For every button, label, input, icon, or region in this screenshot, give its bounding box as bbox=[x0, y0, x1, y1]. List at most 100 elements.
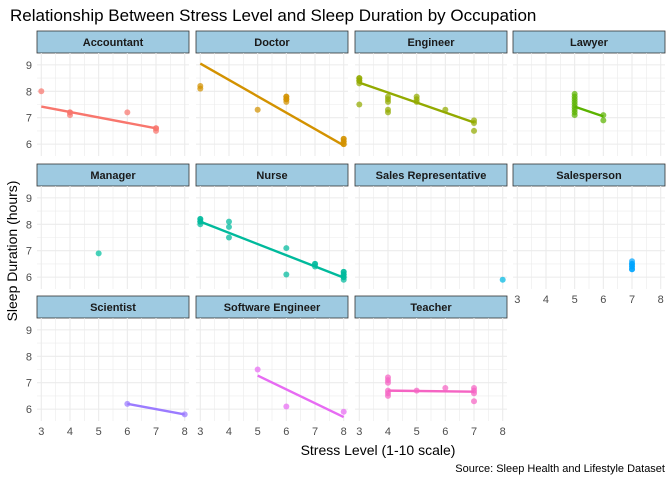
x-tick-label: 6 bbox=[124, 426, 130, 438]
facet-strip-label: Salesperson bbox=[556, 170, 622, 182]
x-tick-label: 3 bbox=[38, 426, 44, 438]
data-point bbox=[225, 223, 232, 230]
y-tick-label: 9 bbox=[26, 60, 32, 72]
x-tick-label: 7 bbox=[629, 294, 635, 306]
x-tick-label: 8 bbox=[341, 426, 347, 438]
data-point bbox=[124, 109, 131, 116]
x-tick-label: 3 bbox=[514, 294, 520, 306]
trend-line bbox=[257, 374, 345, 419]
x-tick-label: 8 bbox=[658, 294, 664, 306]
y-tick-label: 7 bbox=[26, 246, 32, 258]
x-tick-label: 6 bbox=[600, 294, 606, 306]
data-point bbox=[38, 88, 45, 95]
facet-panel-doctor: Doctor bbox=[195, 30, 349, 156]
data-point bbox=[442, 384, 449, 391]
facet-panel-manager: Manager 6 7 8 9 bbox=[26, 163, 190, 289]
facet-panel-nurse: Nurse bbox=[195, 163, 349, 289]
facet-panel-lawyer: Lawyer bbox=[512, 30, 666, 156]
y-axis-title: Sleep Duration (hours) bbox=[4, 181, 20, 322]
x-tick-label: 8 bbox=[182, 426, 188, 438]
y-tick-label: 8 bbox=[26, 86, 32, 98]
x-tick-label: 5 bbox=[414, 426, 420, 438]
x-tick-label: 7 bbox=[312, 426, 318, 438]
y-tick-label: 6 bbox=[26, 139, 32, 151]
data-point bbox=[283, 271, 290, 278]
data-point bbox=[571, 112, 578, 119]
facet-strip-label: Nurse bbox=[256, 170, 287, 182]
facet-panel-scientist: Scientist 6 7 8 9 3 4 5 6 7 8 bbox=[26, 295, 190, 438]
y-tick-label: 7 bbox=[26, 378, 32, 390]
x-tick-label: 8 bbox=[500, 426, 506, 438]
data-point bbox=[95, 250, 102, 257]
data-point bbox=[340, 135, 347, 142]
data-point bbox=[225, 218, 232, 225]
x-tick-label: 4 bbox=[543, 294, 549, 306]
facet-strip-label: Accountant bbox=[83, 37, 144, 49]
data-point bbox=[384, 98, 391, 105]
data-point bbox=[197, 85, 204, 92]
data-point bbox=[471, 127, 478, 134]
data-point bbox=[384, 379, 391, 386]
x-tick-label: 5 bbox=[96, 426, 102, 438]
x-tick-label: 3 bbox=[356, 426, 362, 438]
x-tick-label: 7 bbox=[471, 426, 477, 438]
data-point bbox=[254, 366, 261, 373]
chart-title: Relationship Between Stress Level and Sl… bbox=[10, 6, 536, 25]
x-tick-label: 5 bbox=[572, 294, 578, 306]
x-tick-label: 6 bbox=[283, 426, 289, 438]
data-point bbox=[283, 403, 290, 410]
facet-strip-label: Sales Representative bbox=[376, 170, 487, 182]
facet-strip-label: Doctor bbox=[254, 37, 290, 49]
facet-strip-label: Teacher bbox=[410, 302, 452, 314]
facet-panels: Accountant 6 7 8 9 Doctor Engineer Lawyer Manage… bbox=[26, 30, 666, 438]
data-point bbox=[340, 408, 347, 415]
data-point bbox=[499, 276, 506, 283]
data-point bbox=[471, 398, 478, 405]
x-tick-label: 6 bbox=[442, 426, 448, 438]
source-caption: Source: Sleep Health and Lifestyle Datas… bbox=[455, 463, 665, 475]
facet-panel-engineer: Engineer bbox=[354, 30, 508, 156]
x-tick-label: 4 bbox=[226, 426, 232, 438]
data-point bbox=[254, 106, 261, 113]
facet-strip-label: Manager bbox=[90, 170, 136, 182]
data-point bbox=[384, 392, 391, 399]
facet-strip-label: Engineer bbox=[407, 37, 455, 49]
facet-strip-label: Scientist bbox=[90, 302, 136, 314]
trend-line bbox=[387, 389, 475, 393]
trend-line bbox=[41, 105, 157, 130]
y-tick-label: 8 bbox=[26, 219, 32, 231]
y-tick-label: 9 bbox=[26, 193, 32, 205]
data-point bbox=[225, 234, 232, 241]
data-point bbox=[600, 117, 607, 124]
trend-line bbox=[127, 402, 185, 416]
x-tick-label: 3 bbox=[197, 426, 203, 438]
y-tick-label: 7 bbox=[26, 113, 32, 125]
facet-panel-accountant: Accountant 6 7 8 9 bbox=[26, 30, 190, 156]
x-tick-label: 7 bbox=[153, 426, 159, 438]
facet-panel-salesperson: Salesperson 3 4 5 6 7 8 bbox=[512, 163, 666, 306]
data-point bbox=[283, 245, 290, 252]
data-point bbox=[629, 258, 636, 265]
facet-panel-software-engineer: Software Engineer 3 4 5 6 7 8 bbox=[195, 295, 349, 438]
trend-line bbox=[199, 62, 345, 147]
y-tick-label: 6 bbox=[26, 404, 32, 416]
y-tick-label: 8 bbox=[26, 351, 32, 363]
data-point bbox=[283, 96, 290, 103]
y-tick-label: 6 bbox=[26, 272, 32, 284]
x-tick-label: 4 bbox=[385, 426, 391, 438]
trend-line bbox=[358, 81, 475, 124]
x-tick-label: 5 bbox=[255, 426, 261, 438]
data-point bbox=[384, 109, 391, 116]
trend-line bbox=[199, 220, 345, 279]
y-tick-label: 9 bbox=[26, 325, 32, 337]
data-point bbox=[629, 266, 636, 273]
facet-strip-label: Software Engineer bbox=[224, 302, 321, 314]
x-tick-label: 4 bbox=[67, 426, 73, 438]
trend-line bbox=[574, 105, 604, 118]
facet-panel-sales-representative: Sales Representative bbox=[354, 163, 508, 289]
facet-strip-label: Lawyer bbox=[570, 37, 609, 49]
x-axis-title: Stress Level (1-10 scale) bbox=[301, 442, 456, 458]
facet-panel-teacher: Teacher 3 4 5 6 7 8 bbox=[354, 295, 508, 438]
data-point bbox=[340, 268, 347, 275]
